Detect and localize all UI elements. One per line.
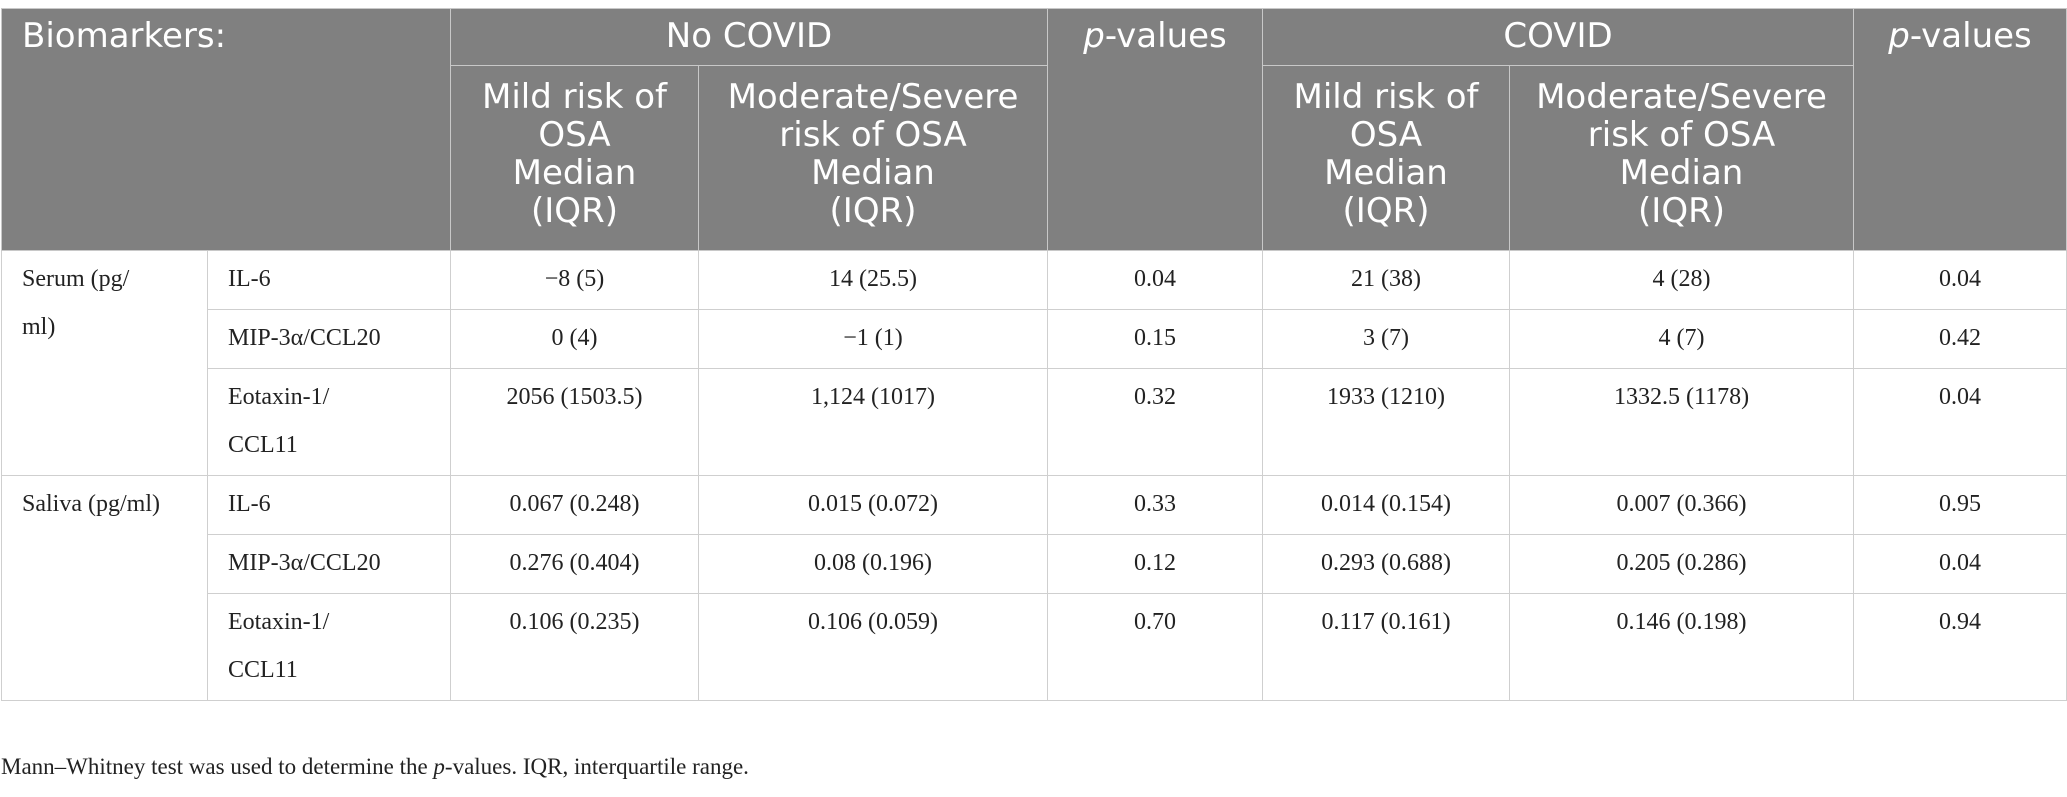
serum-group-label: Serum (pg/ml) — [1, 250, 208, 476]
p-value-cell: 0.04 — [1853, 250, 2067, 310]
table-footnote: Mann–Whitney test was used to determine … — [1, 754, 749, 780]
covid-header: COVID — [1262, 8, 1855, 66]
table-row: Serum (pg/ml) IL-6 −8 (5) 14 (25.5) 0.04… — [1, 250, 2067, 476]
biomarkers-header: Biomarkers: — [1, 8, 451, 251]
value-cell: 0.276 (0.404) — [450, 534, 699, 594]
header-line: risk of OSA — [779, 115, 967, 155]
table-row: Saliva (pg/ml) IL-6 0.067 (0.248) 0.015 … — [1, 475, 2067, 701]
value-cell: 0.293 (0.688) — [1262, 534, 1511, 594]
header-line: Median — [1324, 153, 1448, 193]
table-container: Biomarkers: No COVID p-values COVID p-va… — [0, 8, 2067, 701]
p-value-cell: 0.15 — [1047, 309, 1264, 369]
value-cell: 0.014 (0.154) — [1262, 475, 1511, 535]
header-line: risk of OSA — [1587, 115, 1776, 155]
marker-cell: IL-6 — [207, 475, 451, 535]
no-covid-header: No COVID — [449, 8, 1049, 66]
value-cell: 1332.5 (1178) — [1509, 368, 1855, 476]
marker-line: Eotaxin-1/ — [228, 384, 330, 410]
value-cell: 14 (25.5) — [697, 250, 1049, 310]
header-line: OSA — [538, 115, 611, 155]
header-line: Median — [1619, 153, 1744, 193]
marker-line: CCL11 — [228, 432, 298, 458]
p-italic: p — [1888, 16, 1910, 56]
footnote-text: -values. IQR, interquartile range. — [444, 754, 749, 779]
header-line: OSA — [1349, 115, 1423, 155]
value-cell: 1,124 (1017) — [697, 368, 1049, 476]
header-line: (IQR) — [1638, 191, 1725, 231]
header-line: (IQR) — [829, 191, 917, 231]
p-value-cell: 0.70 — [1047, 593, 1264, 701]
marker-line: Eotaxin-1/ — [228, 609, 330, 635]
value-cell: 2056 (1503.5) — [450, 368, 699, 476]
p-value-cell: 0.42 — [1853, 309, 2067, 369]
marker-line: CCL11 — [228, 657, 298, 683]
p-values-suffix: -values — [1104, 16, 1227, 56]
marker-cell: IL-6 — [207, 250, 451, 310]
p-value-cell: 0.32 — [1047, 368, 1264, 476]
covid-mild-header: Mild risk of OSA Median (IQR) — [1262, 65, 1511, 251]
header-line: Mild risk of — [481, 77, 668, 117]
value-cell: 4 (7) — [1509, 309, 1855, 369]
footnote-p-italic: p — [433, 754, 445, 779]
table-row: Eotaxin-1/CCL11 0.106 (0.235) 0.106 (0.0… — [2, 593, 2067, 701]
p-value-cell: 0.12 — [1047, 534, 1264, 594]
table-header: Biomarkers: No COVID p-values COVID p-va… — [1, 8, 2067, 251]
p-value-cell: 0.95 — [1853, 475, 2067, 535]
header-line: (IQR) — [531, 191, 618, 231]
value-cell: 4 (28) — [1509, 250, 1855, 310]
header-line: Mild risk of — [1293, 77, 1479, 117]
p-value-cell: 0.04 — [1047, 250, 1264, 310]
header-line: Moderate/Severe — [1536, 77, 1827, 117]
marker-cell: Eotaxin-1/CCL11 — [207, 368, 451, 476]
p-value-cell: 0.04 — [1853, 368, 2067, 476]
p-values-header-1: p-values — [1047, 8, 1264, 251]
value-cell: 0.067 (0.248) — [450, 475, 699, 535]
value-cell: 0.106 (0.059) — [697, 593, 1049, 701]
p-values-suffix: -values — [1909, 16, 2032, 56]
value-cell: 3 (7) — [1262, 309, 1511, 369]
value-cell: 0.08 (0.196) — [697, 534, 1049, 594]
no-covid-moderate-header: Moderate/Severe risk of OSA Median (IQR) — [697, 65, 1049, 251]
p-value-cell: 0.04 — [1853, 534, 2067, 594]
value-cell: 21 (38) — [1262, 250, 1511, 310]
biomarker-table: Biomarkers: No COVID p-values COVID p-va… — [1, 8, 2067, 701]
marker-cell: MIP-3α/CCL20 — [207, 309, 451, 369]
covid-moderate-header: Moderate/Severe risk of OSA Median (IQR) — [1509, 65, 1855, 251]
table-body: Serum (pg/ml) IL-6 −8 (5) 14 (25.5) 0.04… — [1, 250, 2067, 701]
value-cell: −8 (5) — [450, 250, 699, 310]
value-cell: 0.117 (0.161) — [1262, 593, 1511, 701]
value-cell: 0.146 (0.198) — [1509, 593, 1855, 701]
p-italic: p — [1083, 16, 1105, 56]
value-cell: 0.106 (0.235) — [450, 593, 699, 701]
footnote-text: Mann–Whitney test was used to determine … — [1, 754, 434, 779]
marker-cell: MIP-3α/CCL20 — [207, 534, 451, 594]
value-cell: 0.007 (0.366) — [1509, 475, 1855, 535]
marker-cell: Eotaxin-1/CCL11 — [207, 593, 451, 701]
table-row: MIP-3α/CCL20 0 (4) −1 (1) 0.15 3 (7) 4 (… — [2, 309, 2067, 369]
p-value-cell: 0.33 — [1047, 475, 1264, 535]
header-line: Median — [512, 153, 637, 193]
header-line: Moderate/Severe — [727, 77, 1019, 117]
value-cell: 0 (4) — [450, 309, 699, 369]
value-cell: 0.015 (0.072) — [697, 475, 1049, 535]
group-line: Serum (pg/ — [22, 266, 130, 292]
p-value-cell: 0.94 — [1853, 593, 2067, 701]
table-row: MIP-3α/CCL20 0.276 (0.404) 0.08 (0.196) … — [2, 534, 2067, 594]
value-cell: −1 (1) — [697, 309, 1049, 369]
table-row: Eotaxin-1/CCL11 2056 (1503.5) 1,124 (101… — [2, 368, 2067, 476]
header-line: Median — [811, 153, 935, 193]
value-cell: 0.205 (0.286) — [1509, 534, 1855, 594]
group-line: ml) — [22, 314, 56, 340]
saliva-group-label: Saliva (pg/ml) — [1, 475, 208, 701]
header-line: (IQR) — [1342, 191, 1430, 231]
no-covid-mild-header: Mild risk of OSA Median (IQR) — [450, 65, 699, 251]
value-cell: 1933 (1210) — [1262, 368, 1511, 476]
p-values-header-2: p-values — [1853, 8, 2067, 251]
